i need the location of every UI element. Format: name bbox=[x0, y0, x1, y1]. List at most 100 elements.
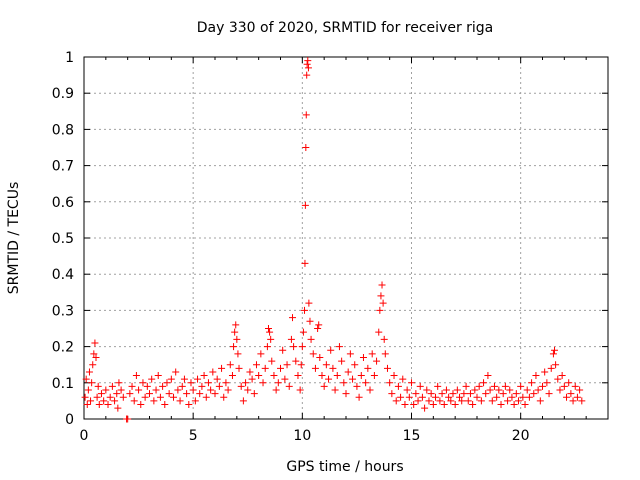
data-point bbox=[364, 364, 372, 372]
data-point bbox=[508, 393, 516, 401]
data-point bbox=[482, 390, 490, 398]
data-point bbox=[311, 364, 319, 372]
data-point bbox=[174, 386, 182, 394]
data-point bbox=[549, 350, 557, 358]
y-tick-label: 0 bbox=[65, 412, 74, 428]
data-point bbox=[87, 397, 95, 405]
data-point bbox=[373, 357, 381, 365]
data-point bbox=[315, 321, 323, 329]
data-point bbox=[154, 372, 162, 380]
data-point bbox=[506, 386, 514, 394]
data-point bbox=[392, 397, 400, 405]
data-point bbox=[346, 350, 354, 358]
data-point bbox=[376, 306, 384, 314]
data-point bbox=[493, 393, 501, 401]
data-point bbox=[257, 350, 265, 358]
data-point bbox=[421, 404, 429, 412]
data-point bbox=[156, 393, 164, 401]
data-point bbox=[187, 379, 195, 387]
data-point bbox=[92, 353, 100, 361]
data-point bbox=[283, 361, 291, 369]
data-point bbox=[185, 401, 193, 409]
data-point bbox=[530, 390, 538, 398]
data-point bbox=[567, 390, 575, 398]
y-tick-label: 0.8 bbox=[52, 122, 74, 138]
data-point bbox=[111, 397, 119, 405]
data-point bbox=[416, 382, 424, 390]
data-point bbox=[327, 346, 335, 354]
data-point bbox=[475, 382, 483, 390]
data-point bbox=[425, 397, 433, 405]
data-point bbox=[329, 364, 337, 372]
data-point bbox=[501, 382, 509, 390]
data-point bbox=[573, 393, 581, 401]
data-point bbox=[117, 386, 125, 394]
data-point bbox=[512, 390, 520, 398]
data-point bbox=[250, 390, 258, 398]
data-point bbox=[469, 401, 477, 409]
data-point bbox=[377, 292, 385, 300]
y-tick-label: 0.3 bbox=[52, 303, 74, 319]
data-point bbox=[306, 317, 314, 325]
data-point bbox=[504, 397, 512, 405]
data-points bbox=[81, 57, 586, 423]
data-point bbox=[263, 343, 271, 351]
data-point bbox=[381, 350, 389, 358]
y-tick-label: 1 bbox=[65, 50, 74, 66]
x-axis-label: GPS time / hours bbox=[286, 459, 403, 475]
data-point bbox=[302, 111, 310, 119]
data-point bbox=[418, 393, 426, 401]
data-point bbox=[172, 368, 180, 376]
data-point bbox=[576, 386, 584, 394]
data-point bbox=[322, 361, 330, 369]
data-point bbox=[471, 386, 479, 394]
data-point bbox=[401, 401, 409, 409]
data-point bbox=[305, 299, 313, 307]
data-point bbox=[304, 57, 312, 65]
data-point bbox=[304, 64, 312, 72]
grid bbox=[84, 57, 608, 419]
data-point bbox=[303, 60, 311, 68]
data-point bbox=[353, 382, 361, 390]
data-point bbox=[266, 328, 274, 336]
data-point bbox=[85, 368, 93, 376]
data-point bbox=[211, 390, 219, 398]
data-point bbox=[232, 321, 240, 329]
data-point bbox=[90, 350, 98, 358]
data-point bbox=[200, 372, 208, 380]
data-point bbox=[146, 390, 153, 398]
data-point bbox=[113, 390, 121, 398]
data-point bbox=[135, 386, 143, 394]
data-point bbox=[320, 382, 328, 390]
data-point bbox=[514, 397, 522, 405]
data-point bbox=[152, 386, 160, 394]
data-point bbox=[272, 386, 280, 394]
data-point bbox=[528, 379, 536, 387]
data-point bbox=[383, 364, 391, 372]
data-point bbox=[198, 382, 206, 390]
data-point bbox=[167, 375, 175, 383]
data-point bbox=[380, 335, 388, 343]
data-point bbox=[390, 372, 398, 380]
data-point bbox=[159, 382, 167, 390]
data-point bbox=[370, 372, 378, 380]
data-point bbox=[462, 382, 470, 390]
data-point bbox=[488, 397, 496, 405]
data-point bbox=[94, 382, 102, 390]
data-point bbox=[270, 372, 278, 380]
data-point bbox=[252, 361, 260, 369]
data-point bbox=[89, 361, 97, 369]
x-tick-label: 20 bbox=[512, 428, 530, 444]
data-point bbox=[456, 393, 464, 401]
data-point bbox=[124, 415, 132, 423]
data-point bbox=[318, 372, 326, 380]
data-point bbox=[95, 401, 103, 409]
y-tick-label: 0.9 bbox=[52, 86, 74, 102]
y-tick-label: 0.2 bbox=[52, 340, 74, 356]
data-point bbox=[314, 325, 322, 332]
data-point bbox=[359, 353, 367, 361]
data-point bbox=[458, 397, 466, 405]
data-point bbox=[386, 379, 394, 387]
data-point bbox=[399, 375, 407, 383]
data-point bbox=[102, 386, 110, 394]
